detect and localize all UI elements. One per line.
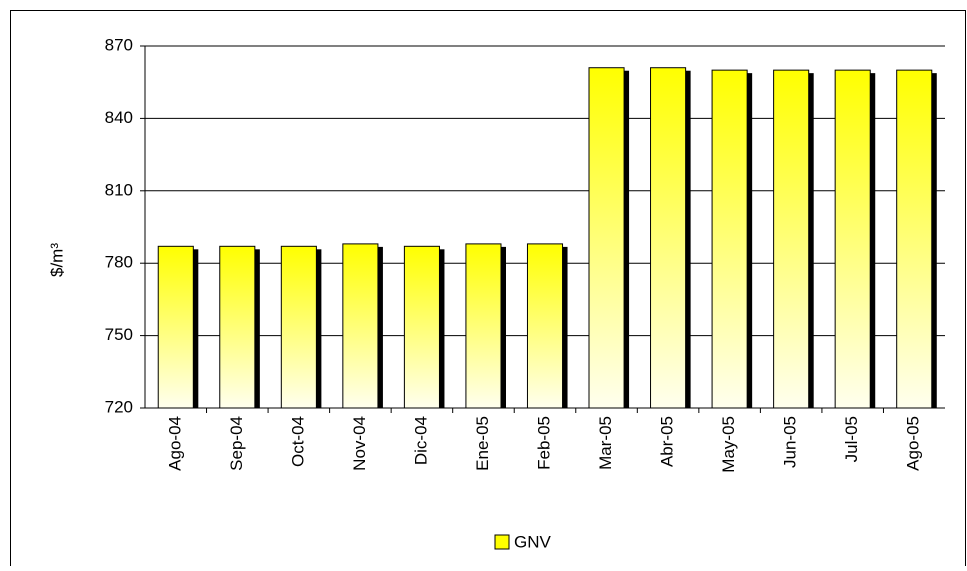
y-tick-label: 720 <box>105 397 133 416</box>
x-tick-label: May-05 <box>719 416 738 473</box>
x-tick-label: Jul-05 <box>842 416 861 462</box>
y-axis-label: $/m³ <box>47 243 66 277</box>
x-tick-label: Ago-04 <box>165 416 184 471</box>
y-tick-label: 780 <box>105 253 133 272</box>
y-tick-label: 840 <box>105 108 133 127</box>
bar <box>465 243 502 409</box>
bar <box>711 69 748 409</box>
x-tick-label: Ago-05 <box>904 416 923 471</box>
y-tick-label: 810 <box>105 180 133 199</box>
x-tick-label: Jun-05 <box>781 416 800 468</box>
y-tick-label: 870 <box>105 35 133 54</box>
bar <box>834 69 871 409</box>
bar <box>526 243 564 409</box>
legend-label: GNV <box>514 532 552 551</box>
x-tick-label: Ene-05 <box>473 416 492 471</box>
x-tick-label: Feb-05 <box>534 416 553 470</box>
x-tick-label: Nov-04 <box>350 416 369 471</box>
bar <box>896 69 933 409</box>
bar <box>219 245 256 409</box>
bar <box>650 67 687 409</box>
x-tick-label: Sep-04 <box>227 416 246 471</box>
y-tick-label: 750 <box>105 325 133 344</box>
bar <box>342 243 379 409</box>
bar <box>157 245 194 409</box>
bar <box>588 67 625 409</box>
x-tick-label: Mar-05 <box>596 416 615 470</box>
bar <box>403 245 440 409</box>
x-tick-label: Oct-04 <box>288 416 307 467</box>
bar <box>280 245 317 409</box>
x-tick-label: Abr-05 <box>658 416 677 467</box>
bar <box>773 69 810 409</box>
x-tick-label: Dic-04 <box>411 416 430 465</box>
legend-swatch <box>494 534 510 550</box>
